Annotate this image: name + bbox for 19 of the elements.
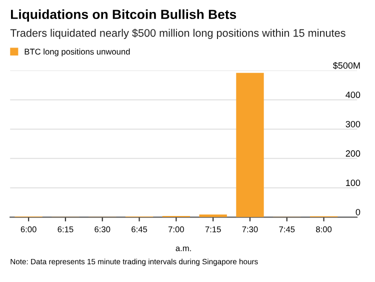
- x-tick-label: 6:15: [58, 226, 74, 232]
- y-tick-label: 100: [346, 180, 360, 186]
- x-axis-title: a.m.: [176, 246, 191, 252]
- chart-subtitle: Traders liquidated nearly $500 million long positions within 15 minutes: [10, 28, 346, 39]
- x-tick-label: 7:15: [205, 226, 221, 232]
- legend-label: BTC long positions unwound: [24, 48, 130, 56]
- x-tick-label: 8:00: [316, 226, 332, 232]
- x-tick-label: 7:45: [279, 226, 295, 232]
- x-tick-label: 6:00: [20, 226, 36, 232]
- y-tick-label: 300: [346, 120, 360, 128]
- y-tick-label: 400: [346, 92, 360, 98]
- x-tick-label: 6:45: [132, 226, 148, 232]
- y-tick-label: 200: [346, 150, 360, 157]
- y-tick-label: $500M: [332, 62, 360, 70]
- y-tick-label: 0: [356, 208, 360, 216]
- chart-title: Liquidations on Bitcoin Bullish Bets: [11, 9, 236, 22]
- x-tick-label: 7:30: [242, 226, 258, 232]
- x-tick-label: 7:00: [168, 226, 184, 232]
- x-tick-label: 6:30: [94, 226, 110, 232]
